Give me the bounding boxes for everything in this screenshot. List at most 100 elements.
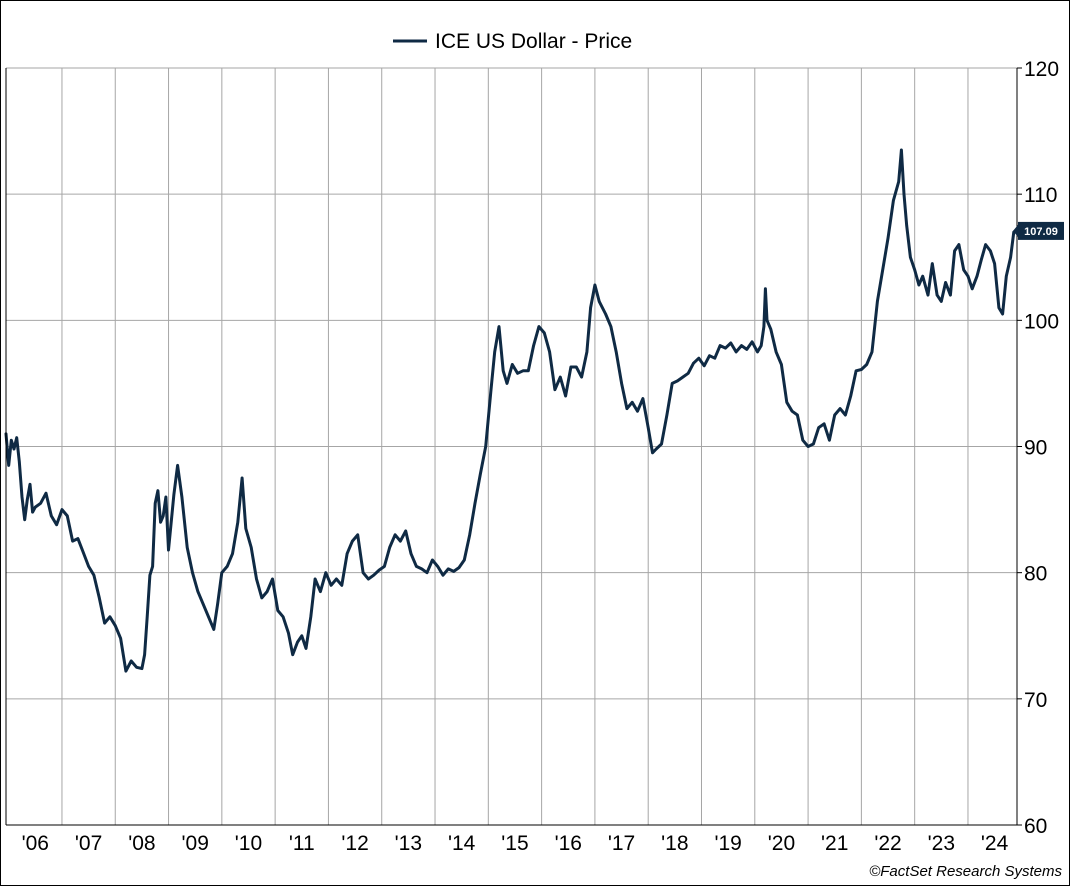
data-point bbox=[76, 537, 80, 540]
data-point bbox=[790, 410, 794, 413]
last-value-badge-bg bbox=[1018, 221, 1064, 240]
data-point bbox=[785, 401, 788, 404]
data-point bbox=[202, 603, 205, 606]
x-tick-label: '21 bbox=[821, 832, 848, 855]
data-point bbox=[962, 268, 965, 272]
data-point bbox=[130, 659, 133, 663]
data-point bbox=[870, 350, 874, 354]
data-point bbox=[154, 502, 157, 505]
data-point bbox=[231, 552, 234, 555]
data-point bbox=[580, 375, 583, 379]
x-tick-label: '17 bbox=[608, 832, 635, 855]
y-tick-label: 70 bbox=[1024, 689, 1047, 712]
data-point bbox=[271, 577, 274, 581]
grid bbox=[6, 67, 1017, 826]
data-point bbox=[143, 653, 146, 656]
data-point bbox=[745, 348, 748, 351]
data-point bbox=[729, 341, 732, 345]
data-point bbox=[164, 495, 168, 499]
data-point bbox=[313, 577, 317, 581]
y-tick-label: 60 bbox=[1024, 815, 1047, 838]
data-point bbox=[34, 505, 37, 509]
data-point bbox=[265, 590, 269, 593]
data-point bbox=[609, 325, 613, 328]
data-point bbox=[356, 533, 359, 536]
data-point bbox=[463, 558, 466, 562]
data-point bbox=[180, 495, 184, 499]
data-point bbox=[756, 350, 759, 354]
data-point bbox=[287, 632, 290, 635]
data-point bbox=[12, 447, 16, 451]
data-point bbox=[949, 293, 952, 297]
data-point bbox=[23, 518, 26, 521]
data-point bbox=[900, 148, 903, 152]
last-value-badge-pointer bbox=[1013, 224, 1018, 237]
data-point bbox=[971, 287, 974, 290]
data-point bbox=[833, 413, 836, 417]
data-point bbox=[993, 262, 996, 265]
data-point bbox=[997, 306, 1001, 309]
data-point bbox=[281, 615, 285, 618]
data-point bbox=[844, 413, 847, 417]
data-point bbox=[108, 615, 112, 618]
data-point bbox=[651, 451, 654, 454]
data-point bbox=[665, 413, 669, 417]
data-point bbox=[812, 442, 815, 446]
data-point bbox=[55, 523, 58, 526]
data-point bbox=[806, 445, 810, 448]
x-tick-label: '14 bbox=[448, 832, 476, 855]
data-point bbox=[436, 565, 439, 568]
data-point bbox=[647, 426, 650, 429]
data-point bbox=[383, 565, 386, 568]
data-point bbox=[404, 529, 407, 533]
data-point bbox=[1005, 275, 1008, 278]
data-point bbox=[425, 571, 429, 574]
data-point bbox=[636, 410, 639, 413]
data-point bbox=[671, 382, 674, 385]
data-point bbox=[66, 514, 69, 518]
data-point bbox=[7, 464, 10, 467]
data-point bbox=[447, 567, 450, 571]
data-point bbox=[801, 439, 804, 442]
data-point bbox=[420, 567, 423, 571]
x-tick-label: '09 bbox=[182, 832, 209, 855]
data-point bbox=[511, 363, 514, 366]
data-point bbox=[361, 571, 365, 574]
last-value-badge: 107.09 bbox=[1013, 221, 1064, 240]
y-tick-label: 90 bbox=[1024, 437, 1047, 460]
data-point bbox=[50, 514, 53, 518]
data-point bbox=[917, 283, 921, 287]
data-point bbox=[399, 539, 402, 543]
data-point bbox=[516, 372, 519, 375]
x-tick-label: '19 bbox=[714, 832, 741, 855]
data-point bbox=[762, 325, 766, 328]
data-point bbox=[226, 565, 229, 568]
data-point bbox=[589, 306, 592, 309]
data-point bbox=[553, 388, 557, 391]
data-point bbox=[764, 287, 767, 290]
data-point bbox=[502, 369, 505, 372]
data-point bbox=[828, 439, 831, 442]
axes: 60 70 80 90 100 110 120 '06 '07 '08 '09 '10 '11 '12 '1… bbox=[5, 58, 1059, 855]
data-point bbox=[367, 577, 370, 581]
data-point bbox=[212, 628, 215, 631]
data-point bbox=[300, 634, 303, 637]
data-point bbox=[20, 495, 24, 499]
data-point bbox=[309, 615, 312, 618]
data-point bbox=[345, 552, 349, 555]
data-point bbox=[822, 422, 826, 425]
x-tick-label: '15 bbox=[501, 832, 528, 855]
data-point bbox=[140, 667, 144, 670]
data-point bbox=[146, 615, 149, 618]
data-point bbox=[250, 546, 253, 549]
data-point bbox=[236, 521, 239, 524]
data-point bbox=[734, 350, 738, 354]
data-point bbox=[575, 365, 578, 369]
data-point bbox=[865, 363, 868, 366]
data-point bbox=[479, 473, 482, 476]
data-point bbox=[631, 401, 634, 404]
x-tick-label: '11 bbox=[289, 832, 315, 855]
data-point bbox=[220, 571, 223, 574]
data-point bbox=[718, 344, 722, 347]
data-point bbox=[860, 368, 863, 371]
